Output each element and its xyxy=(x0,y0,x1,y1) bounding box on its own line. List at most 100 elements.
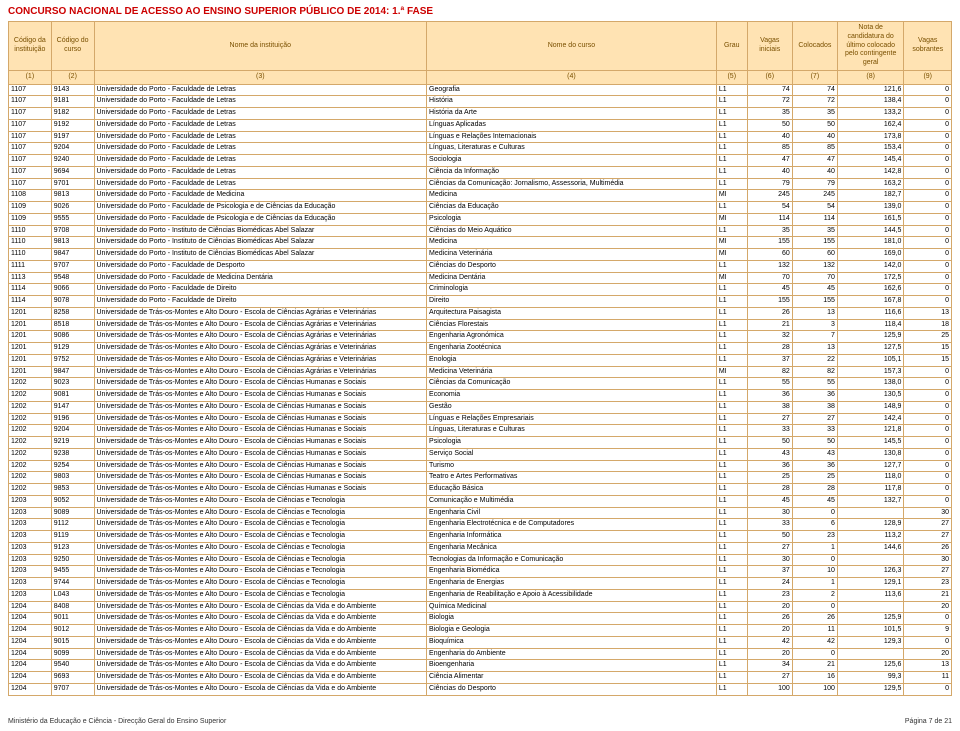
table-row: 12029254Universidade de Trás-os-Montes e… xyxy=(9,460,952,472)
table-cell: 50 xyxy=(792,119,837,131)
table-row: 12039119Universidade de Trás-os-Montes e… xyxy=(9,531,952,543)
table-cell: 9129 xyxy=(51,343,94,355)
table-cell: Ciência da Informação xyxy=(427,166,717,178)
table-cell: 11 xyxy=(904,672,952,684)
table-cell: 9803 xyxy=(51,472,94,484)
table-cell: 0 xyxy=(904,108,952,120)
table-cell: 20 xyxy=(747,648,792,660)
table-cell: 130,5 xyxy=(837,390,904,402)
table-cell: 1203 xyxy=(9,578,52,590)
table-cell: 1202 xyxy=(9,378,52,390)
table-cell: 144,6 xyxy=(837,542,904,554)
table-cell: 148,9 xyxy=(837,401,904,413)
table-cell: 1201 xyxy=(9,354,52,366)
table-cell: Direito xyxy=(427,296,717,308)
table-cell: Sociologia xyxy=(427,155,717,167)
table-cell: 35 xyxy=(747,108,792,120)
table-cell: Universidade do Porto - Faculdade de Let… xyxy=(94,143,427,155)
table-cell: 9707 xyxy=(51,683,94,695)
table-cell: 20 xyxy=(747,625,792,637)
table-cell: 33 xyxy=(747,425,792,437)
table-cell: 0 xyxy=(904,460,952,472)
table-cell: 0 xyxy=(904,155,952,167)
table-cell: 9204 xyxy=(51,143,94,155)
table-cell: 0 xyxy=(904,213,952,225)
col-number: (5) xyxy=(716,70,747,84)
table-row: 12049015Universidade de Trás-os-Montes e… xyxy=(9,636,952,648)
table-cell: Enologia xyxy=(427,354,717,366)
table-cell: 27 xyxy=(747,542,792,554)
table-row: 11109708Universidade do Porto - Institut… xyxy=(9,225,952,237)
table-cell: 20 xyxy=(904,648,952,660)
table-cell: 1110 xyxy=(9,225,52,237)
table-cell: 1202 xyxy=(9,413,52,425)
table-cell: 85 xyxy=(792,143,837,155)
table-cell: 9026 xyxy=(51,202,94,214)
table-cell: Medicina Veterinária xyxy=(427,249,717,261)
table-row: 11149066Universidade do Porto - Faculdad… xyxy=(9,284,952,296)
table-cell xyxy=(837,648,904,660)
table-cell: 1204 xyxy=(9,613,52,625)
table-cell: 129,1 xyxy=(837,578,904,590)
table-cell: 116,6 xyxy=(837,307,904,319)
table-cell: 55 xyxy=(747,378,792,390)
table-row: 12049099Universidade de Trás-os-Montes e… xyxy=(9,648,952,660)
table-cell: 9143 xyxy=(51,84,94,96)
table-cell: 70 xyxy=(792,272,837,284)
table-cell: 82 xyxy=(747,366,792,378)
table-cell: 9238 xyxy=(51,448,94,460)
table-cell: 0 xyxy=(904,131,952,143)
table-cell: 1201 xyxy=(9,319,52,331)
table-row: 12029081Universidade de Trás-os-Montes e… xyxy=(9,390,952,402)
table-cell: 1107 xyxy=(9,119,52,131)
table-cell: 0 xyxy=(904,119,952,131)
table-cell: 40 xyxy=(747,131,792,143)
table-cell: L1 xyxy=(716,378,747,390)
table-cell: 1114 xyxy=(9,284,52,296)
table-cell: 74 xyxy=(792,84,837,96)
table-cell: Línguas, Literaturas e Culturas xyxy=(427,143,717,155)
table-row: 12039123Universidade de Trás-os-Montes e… xyxy=(9,542,952,554)
table-cell: 43 xyxy=(792,448,837,460)
table-cell: 0 xyxy=(904,401,952,413)
table-cell: 0 xyxy=(904,225,952,237)
table-cell: Engenharia Civil xyxy=(427,507,717,519)
table-cell: 7 xyxy=(792,331,837,343)
data-table: Código da instituiçãoCódigo do cursoNome… xyxy=(8,21,952,696)
table-cell: Universidade do Porto - Faculdade de Let… xyxy=(94,155,427,167)
table-cell: 38 xyxy=(747,401,792,413)
table-cell: 72 xyxy=(747,96,792,108)
table-cell: 42 xyxy=(747,636,792,648)
table-row: 12039052Universidade de Trás-os-Montes e… xyxy=(9,495,952,507)
table-cell: Economia xyxy=(427,390,717,402)
table-cell: 0 xyxy=(792,554,837,566)
table-cell: 9099 xyxy=(51,648,94,660)
table-cell: Universidade de Trás-os-Montes e Alto Do… xyxy=(94,472,427,484)
table-cell: Engenharia Electrotécnica e de Computado… xyxy=(427,519,717,531)
table-cell: 47 xyxy=(792,155,837,167)
table-cell: 42 xyxy=(792,636,837,648)
table-cell: 132 xyxy=(792,260,837,272)
table-cell: L1 xyxy=(716,143,747,155)
table-cell: 142,4 xyxy=(837,413,904,425)
footer-right: Página 7 de 21 xyxy=(905,718,952,725)
table-cell: 145,5 xyxy=(837,437,904,449)
table-cell: 9693 xyxy=(51,672,94,684)
table-cell: 28 xyxy=(747,484,792,496)
table-cell: 133,2 xyxy=(837,108,904,120)
table-cell: Universidade do Porto - Faculdade de Dir… xyxy=(94,284,427,296)
table-cell: 54 xyxy=(747,202,792,214)
table-row: 11109847Universidade do Porto - Institut… xyxy=(9,249,952,261)
table-cell: 0 xyxy=(904,178,952,190)
table-cell: 9081 xyxy=(51,390,94,402)
table-cell: 142,0 xyxy=(837,260,904,272)
table-cell: L1 xyxy=(716,96,747,108)
table-cell: Universidade do Porto - Faculdade de Let… xyxy=(94,119,427,131)
table-cell: 155 xyxy=(747,296,792,308)
table-cell: Universidade do Porto - Faculdade de Let… xyxy=(94,131,427,143)
table-cell: Universidade de Trás-os-Montes e Alto Do… xyxy=(94,378,427,390)
table-cell: 0 xyxy=(904,448,952,460)
table-cell: L1 xyxy=(716,425,747,437)
table-cell: Universidade do Porto - Instituto de Ciê… xyxy=(94,225,427,237)
table-cell: 1110 xyxy=(9,237,52,249)
